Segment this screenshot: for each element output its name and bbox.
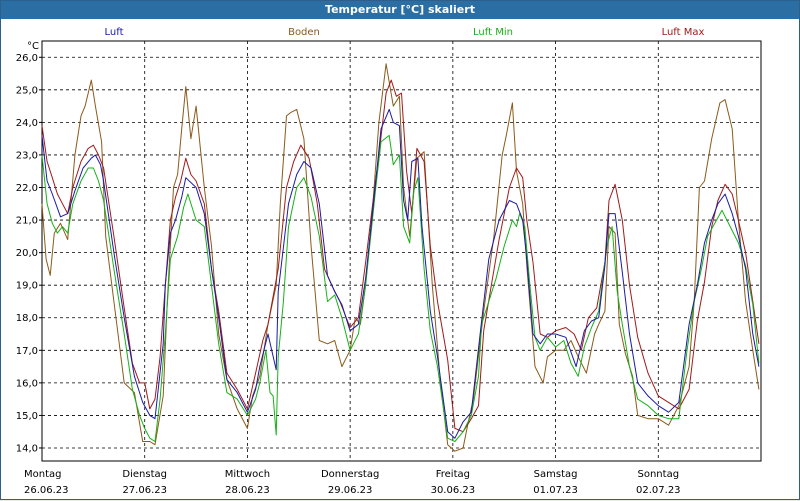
y-tick-label: 16,0 <box>16 378 38 389</box>
x-date-label: 30.06.23 <box>431 485 476 496</box>
x-day-label: Freitag <box>436 469 470 480</box>
x-date-label: 28.06.23 <box>225 485 270 496</box>
series-line-luft-max <box>41 79 760 433</box>
series-line-boden <box>41 63 760 452</box>
y-tick-label: 18,0 <box>16 313 38 324</box>
y-axis-ticks: 26,0 25,0 24,0 23,0 22,0 21,0 20,0 19,0 18,0 17,0… <box>16 53 42 454</box>
y-axis-unit: °C <box>27 41 39 52</box>
x-axis-days: Montag 26.06.23 Dienstag 27.06.23 Mittwoch 28… <box>24 469 681 496</box>
y-tick-label: 14,0 <box>16 443 38 454</box>
x-date-label: 29.06.23 <box>328 485 373 496</box>
plot-frame <box>41 40 762 462</box>
window-title: Temperatur [°C] skaliert <box>1 1 799 19</box>
series-line-luft <box>41 108 760 439</box>
legend-luft-max: Luft Max <box>662 27 705 38</box>
y-tick-label: 26,0 <box>16 53 38 64</box>
y-tick-label: 22,0 <box>16 183 38 194</box>
y-tick-label: 19,0 <box>16 281 38 292</box>
y-tick-label: 21,0 <box>16 216 38 227</box>
y-tick-label: 23,0 <box>16 150 38 161</box>
x-day-label: Montag <box>24 469 61 480</box>
legend-luft: Luft <box>105 27 124 38</box>
x-date-label: 01.07.23 <box>533 485 578 496</box>
legend-luft-min: Luft Min <box>473 27 513 38</box>
x-date-label: 26.06.23 <box>24 485 69 496</box>
y-tick-label: 17,0 <box>16 346 38 357</box>
y-tick-label: 25,0 <box>16 85 38 96</box>
legend-boden: Boden <box>288 27 320 38</box>
y-tick-label: 24,0 <box>16 118 38 129</box>
legend: Luft Boden Luft Min Luft Max <box>105 27 705 38</box>
grid <box>42 41 761 461</box>
y-tick-label: 15,0 <box>16 411 38 422</box>
x-day-label: Sonntag <box>638 469 680 480</box>
x-day-label: Mittwoch <box>225 469 270 480</box>
y-tick-label: 20,0 <box>16 248 38 259</box>
x-day-label: Dienstag <box>122 469 167 480</box>
series-lines <box>41 63 760 452</box>
series-line-luft-min <box>41 134 760 442</box>
x-day-label: Samstag <box>534 469 578 480</box>
x-day-label: Donnerstag <box>321 469 379 480</box>
x-date-label: 02.07.23 <box>636 485 681 496</box>
x-date-label: 27.06.23 <box>122 485 167 496</box>
